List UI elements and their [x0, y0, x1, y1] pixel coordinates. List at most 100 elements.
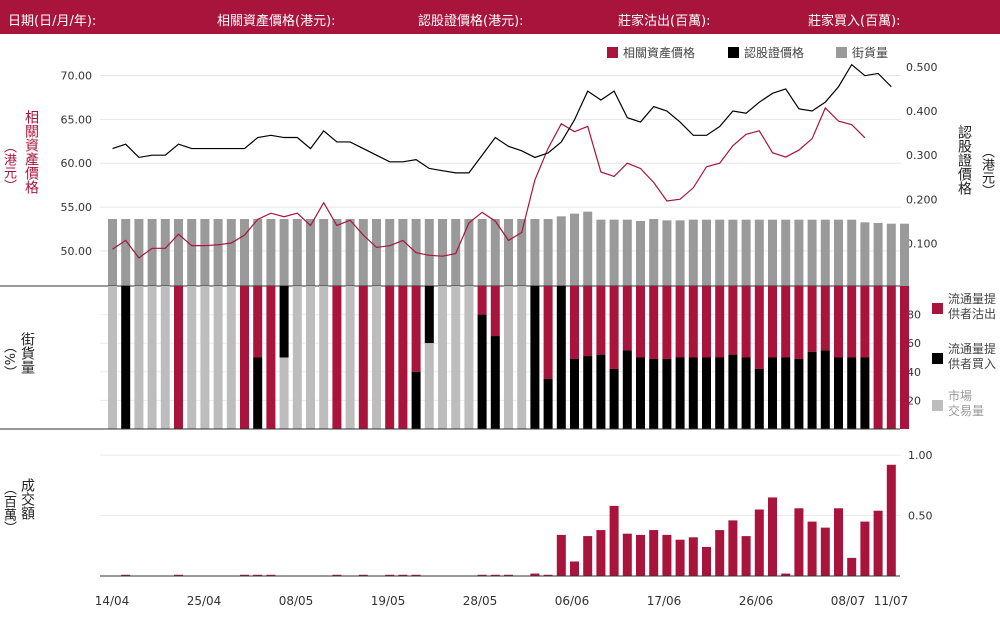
left-bot-axis-title: 成交額: [19, 478, 35, 520]
outstanding-bar: [570, 213, 579, 286]
outstanding-bar: [319, 219, 329, 286]
outstanding-bar: [900, 223, 909, 286]
asset-price-label: 相關資產價格(港元):: [217, 14, 336, 29]
outstanding-bar: [688, 219, 698, 286]
mm-buy-bar: [728, 354, 738, 429]
outstanding-bar: [556, 216, 566, 286]
turnover-bar: [715, 530, 725, 576]
sell-label: 莊家沽出(百萬):: [618, 14, 711, 29]
mm-sell-bar: [675, 286, 685, 358]
market-volume-bar: [319, 286, 329, 429]
x-tick-label: 28/05: [463, 594, 498, 608]
outstanding-bar: [702, 219, 711, 286]
outstanding-bar: [636, 221, 645, 286]
mm-buy-bar: [279, 286, 289, 358]
legend-outstanding-label: 街貨量: [852, 46, 889, 60]
legend-outstanding: 街貨量: [836, 44, 888, 61]
turnover-bar: [636, 534, 645, 576]
legend-asset-swatch: [607, 47, 618, 58]
warrant-tick-label: 0.100: [906, 238, 938, 251]
outstanding-bar: [438, 219, 447, 286]
mm-sell-bar: [266, 286, 276, 429]
turnover-bar: [609, 505, 619, 576]
mm-sell-bar: [794, 286, 804, 359]
left-bot-axis-unit: （百萬）: [1, 482, 16, 534]
turnover-bar: [662, 534, 672, 576]
mm-sell-bar: [543, 286, 553, 379]
legend-market-line2: 交易量: [948, 404, 985, 418]
legend-buy-line1: 流通量提: [948, 342, 997, 356]
mm-sell-bar: [886, 286, 896, 429]
outstanding-bar: [134, 219, 144, 286]
outstanding-bar: [794, 219, 804, 286]
mm-buy-bar: [530, 286, 540, 429]
outstanding-bar: [741, 219, 751, 286]
market-volume-bar: [187, 286, 197, 429]
mm-sell-bar: [728, 286, 738, 355]
mm-sell-bar: [662, 286, 672, 359]
outstanding-bar: [200, 219, 210, 286]
market-volume-bar: [226, 286, 236, 429]
mm-sell-bar: [411, 286, 421, 372]
mm-buy-bar: [121, 286, 131, 429]
market-volume-bar: [108, 286, 117, 429]
legend-sell: 流通量提 供者沽出: [932, 292, 996, 322]
mm-buy-bar: [583, 356, 593, 429]
legend-buy-line2: 供者買入: [948, 357, 997, 371]
warrant-price-line: [112, 63, 892, 174]
market-volume-bar: [279, 357, 289, 429]
outstanding-bar: [504, 219, 513, 286]
mm-buy-bar: [596, 354, 606, 429]
legend-warrant: 認股證價格: [728, 44, 804, 61]
mm-buy-bar: [702, 357, 711, 429]
market-volume-bar: [464, 286, 474, 429]
mm-sell-bar: [398, 286, 408, 429]
mm-sell-bar: [820, 286, 830, 351]
outstanding-bar: [768, 219, 777, 286]
outstanding-bar: [292, 219, 302, 286]
outstanding-bar: [860, 222, 870, 286]
turnover-bar: [728, 520, 738, 576]
mm-sell-bar: [358, 286, 368, 429]
market-volume-bar: [134, 286, 144, 429]
turnover-bar: [847, 557, 857, 576]
legend-buy: 流通量提 供者買入: [932, 342, 997, 372]
mm-sell-bar: [583, 286, 593, 357]
left-top-axis-title: 相關資產價格: [23, 110, 39, 194]
market-volume-bar: [438, 286, 447, 429]
legend-market-swatch: [932, 400, 943, 411]
outstanding-bar: [530, 219, 540, 286]
mm-buy-bar: [688, 357, 698, 429]
turnover-tick-label: 1.00: [908, 449, 933, 462]
mm-buy-bar: [556, 286, 566, 429]
x-tick-label: 19/05: [371, 594, 406, 608]
outstanding-bar: [332, 219, 342, 286]
left-top-axis-unit: （港元）: [1, 140, 16, 192]
x-tick-label: 08/07: [831, 594, 866, 608]
outstanding-bar: [213, 219, 223, 286]
turnover-bar: [886, 464, 896, 576]
sell-field: 莊家沽出(百萬):: [618, 10, 715, 29]
mm-buy-bar: [490, 336, 500, 429]
mm-buy-bar: [609, 368, 619, 429]
mm-buy-bar: [768, 357, 777, 429]
right-top-axis-title: 認股證價格: [956, 125, 972, 195]
outstanding-bar: [543, 219, 553, 286]
turnover-bar: [583, 536, 593, 576]
outstanding-bar: [253, 219, 263, 286]
mm-sell-bar: [754, 286, 764, 369]
date-field: 日期(日/月/年):: [8, 10, 100, 29]
turnover-bar: [702, 546, 711, 576]
market-volume-bar: [213, 286, 223, 429]
legend-asset-label: 相關資產價格: [623, 46, 696, 60]
mm-sell-bar: [174, 286, 183, 429]
outstanding-bar: [174, 219, 183, 286]
market-volume-bar: [147, 286, 157, 429]
mm-buy-bar: [543, 378, 553, 429]
turnover-bar: [781, 573, 791, 576]
mm-sell-bar: [385, 286, 395, 429]
market-volume-bar: [372, 286, 381, 429]
turnover-bar: [873, 510, 883, 576]
turnover-bar: [530, 573, 540, 576]
